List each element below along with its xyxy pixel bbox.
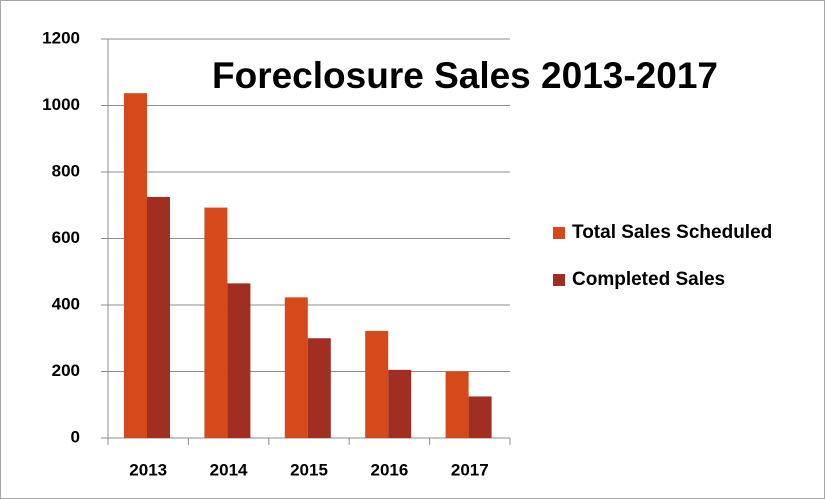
legend-swatch: [553, 227, 565, 239]
bar: [204, 207, 228, 438]
bar: [307, 338, 331, 438]
bar: [227, 283, 251, 438]
x-tick-label: 2014: [210, 460, 248, 479]
x-tick-label: 2013: [129, 460, 167, 479]
legend-swatch: [553, 274, 565, 286]
y-tick-label: 600: [52, 228, 80, 247]
legend-label: Completed Sales: [572, 269, 725, 290]
chart-title: Foreclosure Sales 2013-2017: [212, 55, 718, 96]
y-tick-label: 200: [52, 361, 80, 380]
bar: [468, 396, 492, 438]
x-tick-label: 2016: [370, 460, 408, 479]
y-tick-label: 1200: [42, 28, 80, 47]
legend-label: Total Sales Scheduled: [572, 222, 772, 243]
bar: [445, 371, 469, 438]
bar: [388, 369, 412, 438]
y-tick-label: 400: [52, 294, 80, 313]
bar: [365, 330, 389, 438]
y-tick-label: 800: [52, 161, 80, 180]
x-tick-label: 2015: [290, 460, 328, 479]
x-tick-label: 2017: [451, 460, 489, 479]
bar: [124, 93, 147, 438]
bar: [147, 196, 170, 438]
bar: [284, 297, 308, 438]
y-tick-label: 0: [71, 427, 80, 446]
y-tick-label: 1000: [42, 95, 80, 114]
